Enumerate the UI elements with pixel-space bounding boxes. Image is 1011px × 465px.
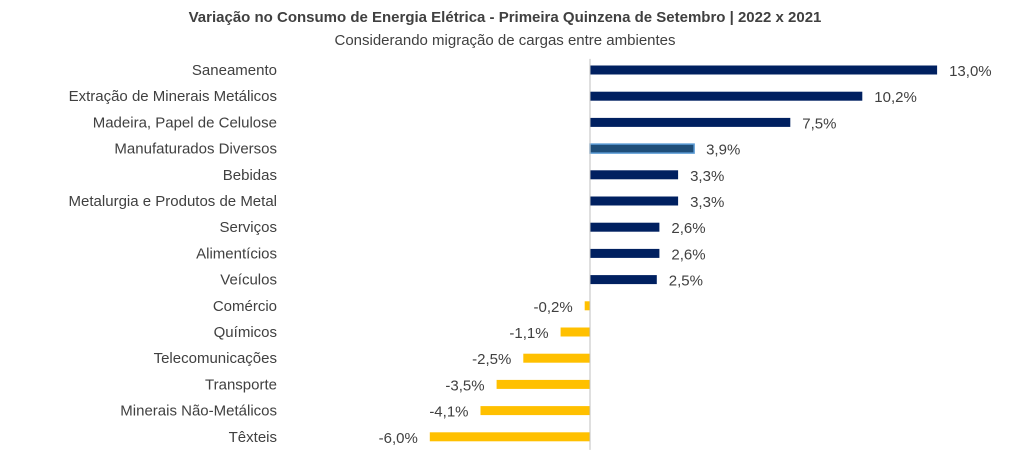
bar bbox=[523, 353, 591, 363]
bar bbox=[590, 222, 660, 232]
data-label: 3,9% bbox=[706, 142, 740, 159]
bar bbox=[429, 432, 590, 442]
data-label: -2,5% bbox=[472, 351, 511, 368]
category-labels: Saneamento Extração de Minerais Metálicos… bbox=[69, 62, 277, 446]
category-label: Veículos bbox=[220, 272, 277, 289]
category-label: Químicos bbox=[214, 324, 277, 341]
bar bbox=[589, 143, 695, 154]
bar bbox=[480, 406, 590, 416]
category-label: Comércio bbox=[213, 298, 277, 315]
bar bbox=[590, 91, 863, 101]
bar bbox=[584, 301, 590, 311]
data-label: 2,5% bbox=[669, 273, 703, 290]
category-label: Bebidas bbox=[223, 167, 277, 184]
bars-layer bbox=[429, 65, 938, 442]
data-label: 3,3% bbox=[690, 194, 724, 211]
data-label: 2,6% bbox=[671, 246, 705, 263]
data-label: -0,2% bbox=[534, 299, 573, 316]
bar bbox=[560, 327, 590, 337]
data-label: 7,5% bbox=[802, 115, 836, 132]
bar bbox=[590, 65, 938, 75]
value-labels: 13,0% 10,2% 7,5% 3,9% 3,3% 3,3% 2,6% 2,6% 2,5% -0… bbox=[379, 63, 992, 447]
category-label: Telecomunicações bbox=[154, 350, 277, 367]
bar bbox=[590, 275, 657, 285]
category-label: Minerais Não-Metálicos bbox=[120, 403, 277, 420]
category-label: Manufaturados Diversos bbox=[114, 141, 277, 158]
bar bbox=[590, 117, 791, 127]
category-label: Extração de Minerais Metálicos bbox=[69, 88, 277, 105]
data-label: 10,2% bbox=[874, 89, 917, 106]
bar bbox=[590, 196, 679, 206]
data-label: 13,0% bbox=[949, 63, 992, 80]
data-label: -6,0% bbox=[379, 430, 418, 447]
category-label: Serviços bbox=[219, 219, 277, 236]
bar bbox=[496, 379, 591, 389]
data-label: -4,1% bbox=[429, 404, 468, 421]
data-label: 2,6% bbox=[671, 220, 705, 237]
category-label: Saneamento bbox=[192, 62, 277, 79]
chart-subtitle: Considerando migração de cargas entre am… bbox=[334, 32, 675, 49]
category-label: Metalurgia e Produtos de Metal bbox=[69, 193, 277, 210]
bar bbox=[590, 248, 660, 258]
category-label: Têxteis bbox=[229, 429, 277, 446]
category-label: Transporte bbox=[205, 376, 277, 393]
category-label: Madeira, Papel de Celulose bbox=[93, 114, 277, 131]
data-label: -3,5% bbox=[445, 377, 484, 394]
data-label: -1,1% bbox=[509, 325, 548, 342]
chart-title: Variação no Consumo de Energia Elétrica … bbox=[189, 9, 822, 26]
data-label: 3,3% bbox=[690, 168, 724, 185]
category-label: Alimentícios bbox=[196, 245, 277, 262]
bar bbox=[590, 170, 679, 180]
